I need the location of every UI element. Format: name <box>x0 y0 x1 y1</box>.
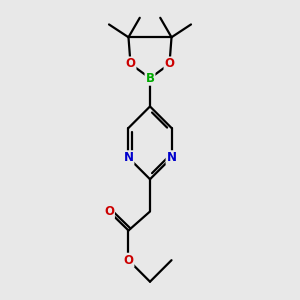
Text: N: N <box>167 151 176 164</box>
Text: B: B <box>146 72 154 85</box>
Text: O: O <box>164 57 175 70</box>
Text: O: O <box>125 57 136 70</box>
Text: O: O <box>104 205 114 218</box>
Text: O: O <box>124 254 134 267</box>
Text: N: N <box>124 151 134 164</box>
